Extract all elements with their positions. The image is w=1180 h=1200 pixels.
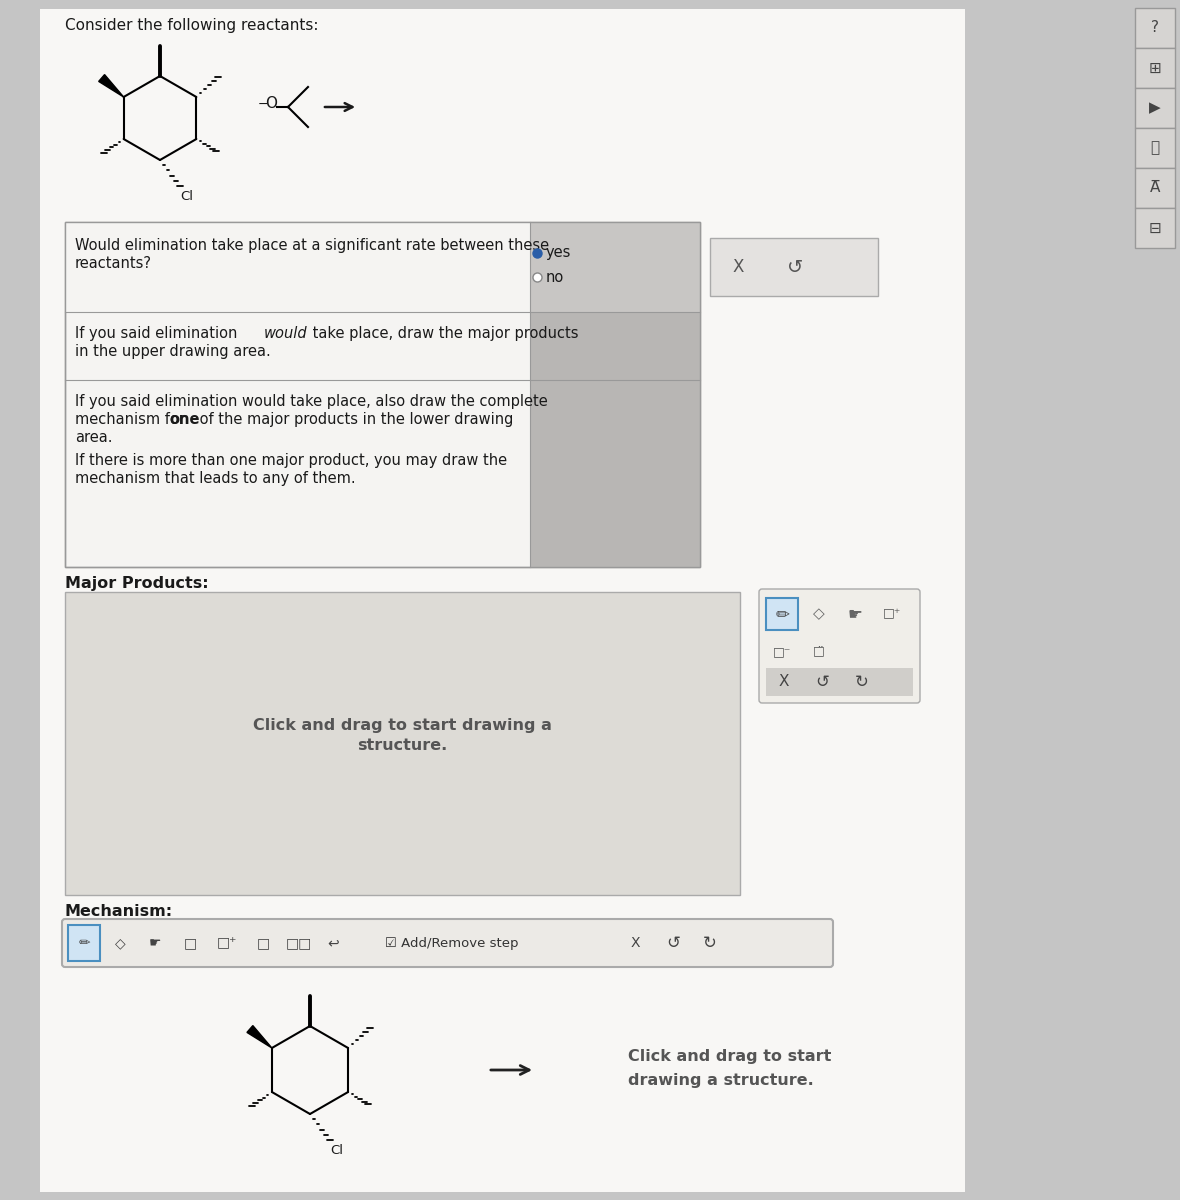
FancyBboxPatch shape — [759, 589, 920, 703]
Text: ☑ Add/Remove step: ☑ Add/Remove step — [385, 936, 518, 949]
Text: Mechanism:: Mechanism: — [65, 904, 173, 919]
Bar — [65, 222, 700, 566]
Polygon shape — [99, 74, 124, 97]
Bar — [766, 668, 913, 696]
Text: reactants?: reactants? — [76, 256, 152, 271]
Text: ☛: ☛ — [149, 936, 162, 950]
Text: no: no — [546, 270, 564, 284]
Bar — [1135, 88, 1175, 128]
Text: ⊞: ⊞ — [1148, 60, 1161, 76]
Text: ⊟: ⊟ — [1148, 221, 1161, 235]
Text: area.: area. — [76, 430, 112, 445]
Bar — [40, 8, 965, 1192]
Polygon shape — [247, 1026, 271, 1048]
Text: yes: yes — [546, 246, 571, 260]
Text: □⁺: □⁺ — [883, 607, 902, 620]
Text: 📊: 📊 — [1150, 140, 1160, 156]
Text: If there is more than one major product, you may draw the: If there is more than one major product,… — [76, 452, 507, 468]
Text: Click and drag to start drawing a: Click and drag to start drawing a — [253, 718, 552, 733]
Text: ↩: ↩ — [327, 936, 339, 950]
Text: in the upper drawing area.: in the upper drawing area. — [76, 344, 270, 359]
Text: ↻: ↻ — [856, 673, 868, 691]
Text: ?: ? — [1150, 20, 1159, 36]
Bar — [710, 238, 878, 296]
Text: Major Products:: Major Products: — [65, 576, 209, 590]
Bar — [766, 598, 798, 630]
Text: ↺: ↺ — [815, 673, 828, 691]
Text: □: □ — [183, 936, 197, 950]
Bar — [65, 222, 700, 312]
Text: Click and drag to start: Click and drag to start — [628, 1050, 832, 1064]
Text: ▶: ▶ — [1149, 101, 1161, 115]
Text: Consider the following reactants:: Consider the following reactants: — [65, 18, 319, 32]
Text: ↺: ↺ — [787, 258, 804, 276]
Text: Cl: Cl — [330, 1144, 343, 1157]
Text: would: would — [264, 326, 308, 341]
Text: If you said elimination: If you said elimination — [76, 326, 242, 341]
Text: structure.: structure. — [358, 738, 447, 754]
Bar — [65, 222, 700, 566]
Text: X: X — [733, 258, 743, 276]
Text: Would elimination take place at a significant rate between these: Would elimination take place at a signif… — [76, 238, 549, 253]
Bar — [530, 222, 700, 312]
Text: drawing a structure.: drawing a structure. — [628, 1073, 814, 1087]
Text: mechanism for: mechanism for — [76, 412, 190, 427]
Bar — [1135, 8, 1175, 48]
Bar — [1135, 168, 1175, 208]
Bar — [1135, 208, 1175, 248]
Text: ◇: ◇ — [813, 606, 825, 622]
Text: of the major products in the lower drawing: of the major products in the lower drawi… — [195, 412, 513, 427]
Text: mechanism that leads to any of them.: mechanism that leads to any of them. — [76, 470, 355, 486]
Bar — [68, 925, 100, 961]
Text: X: X — [630, 936, 640, 950]
Text: ✏: ✏ — [78, 936, 90, 950]
Text: take place, draw the major products: take place, draw the major products — [308, 326, 578, 341]
Text: ↻: ↻ — [703, 934, 717, 952]
Text: □⁺: □⁺ — [217, 936, 237, 950]
Bar — [65, 592, 740, 895]
Text: X: X — [779, 674, 789, 690]
Text: □̈: □̈ — [813, 646, 825, 659]
Bar — [1135, 128, 1175, 168]
Text: −: − — [257, 98, 268, 110]
Text: one: one — [169, 412, 199, 427]
Text: Cl: Cl — [181, 190, 194, 203]
Text: ✏: ✏ — [775, 605, 789, 623]
Text: □: □ — [256, 936, 269, 950]
Text: If you said elimination would take place, also draw the complete: If you said elimination would take place… — [76, 394, 548, 409]
Text: □□: □□ — [286, 936, 313, 950]
Text: ☛: ☛ — [847, 605, 863, 623]
Text: ◇: ◇ — [114, 936, 125, 950]
FancyBboxPatch shape — [63, 919, 833, 967]
Bar — [530, 312, 700, 380]
Bar — [530, 380, 700, 566]
Text: O: O — [266, 96, 277, 112]
Bar — [1135, 48, 1175, 88]
Text: ↺: ↺ — [666, 934, 680, 952]
Text: □⁻: □⁻ — [773, 646, 791, 659]
Text: A̅: A̅ — [1149, 180, 1160, 196]
